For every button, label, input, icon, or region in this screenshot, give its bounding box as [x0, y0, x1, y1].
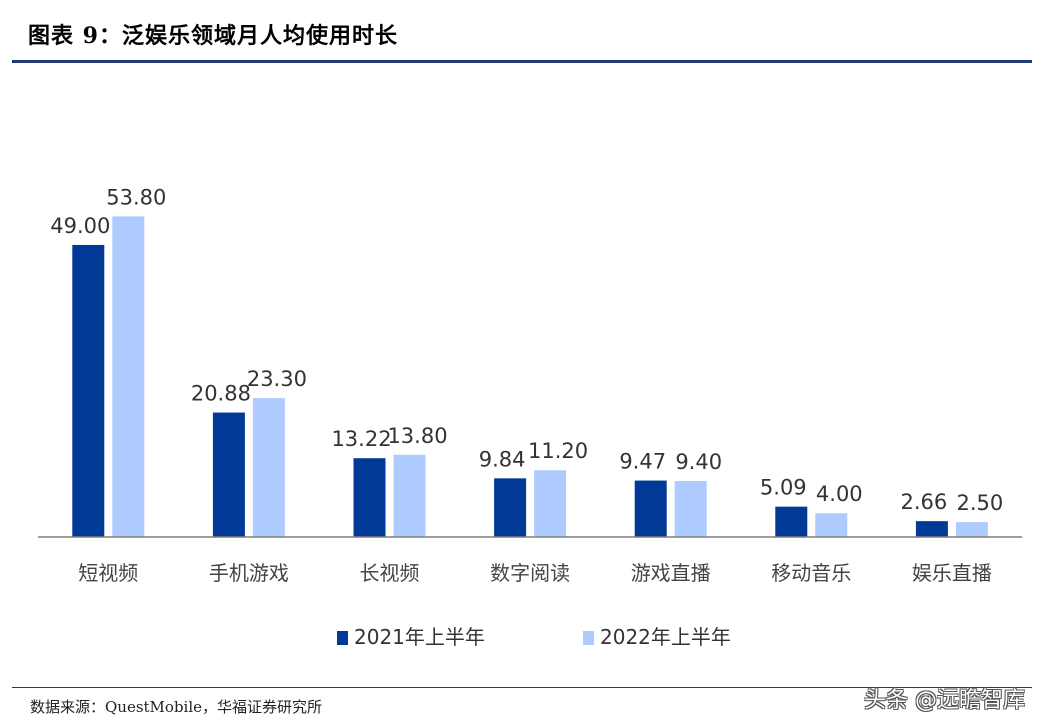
- legend-label-1: 2021年上半年: [354, 625, 485, 649]
- value-label-1-6: 5.09: [760, 476, 807, 500]
- value-label-1-7: 2.66: [901, 490, 948, 514]
- legend-swatch-1: [337, 631, 348, 645]
- bar-2-2: [252, 398, 285, 537]
- value-label-1-1: 49.00: [50, 214, 110, 238]
- category-label-6: 移动音乐: [771, 561, 851, 585]
- bars-group: [72, 216, 988, 538]
- value-label-2-3: 13.80: [387, 424, 447, 448]
- bar-2-6: [815, 513, 848, 537]
- watermark: 头条 @远瞻智库: [864, 688, 1025, 713]
- bar-2-5: [674, 480, 707, 537]
- value-label-2-1: 53.80: [106, 185, 166, 209]
- category-label-2: 手机游戏: [209, 561, 289, 585]
- source-note: 数据来源：QuestMobile，华福证券研究所: [30, 698, 323, 716]
- bar-2-7: [955, 522, 988, 537]
- top-rule: [12, 60, 1032, 63]
- bottom-rule: [12, 687, 1032, 688]
- category-label-7: 娱乐直播: [912, 561, 992, 585]
- value-label-2-5: 9.40: [675, 450, 722, 474]
- bar-1-2: [212, 412, 245, 537]
- bar-1-4: [494, 478, 527, 537]
- bar-1-6: [775, 506, 808, 537]
- bar-2-4: [534, 470, 567, 537]
- legend-swatch-2: [583, 631, 594, 645]
- bar-2-3: [393, 454, 426, 537]
- value-label-1-4: 9.84: [479, 447, 526, 471]
- value-label-1-3: 13.22: [331, 427, 391, 451]
- category-label-1: 短视频: [78, 561, 138, 585]
- value-label-1-2: 20.88: [191, 382, 251, 406]
- bar-1-5: [634, 480, 667, 537]
- bar-1-3: [353, 458, 386, 537]
- legend-label-2: 2022年上半年: [600, 625, 731, 649]
- category-labels-group: 短视频 手机游戏 长视频 数字阅读 游戏直播 移动音乐 娱乐直播: [78, 561, 992, 585]
- category-label-4: 数字阅读: [490, 561, 570, 585]
- value-label-1-5: 9.47: [619, 450, 666, 474]
- value-label-2-6: 4.00: [816, 482, 863, 506]
- value-label-2-7: 2.50: [957, 491, 1004, 515]
- chart-title: 图表 9：泛娱乐领域月人均使用时长: [28, 23, 398, 49]
- bar-1-7: [915, 521, 948, 537]
- bar-2-1: [112, 216, 145, 538]
- category-label-3: 长视频: [360, 561, 420, 585]
- category-label-5: 游戏直播: [631, 561, 711, 585]
- value-label-2-2: 23.30: [247, 367, 307, 391]
- legend: 2021年上半年 2022年上半年: [337, 625, 731, 649]
- bar-1-1: [72, 244, 105, 537]
- value-label-2-4: 11.20: [528, 439, 588, 463]
